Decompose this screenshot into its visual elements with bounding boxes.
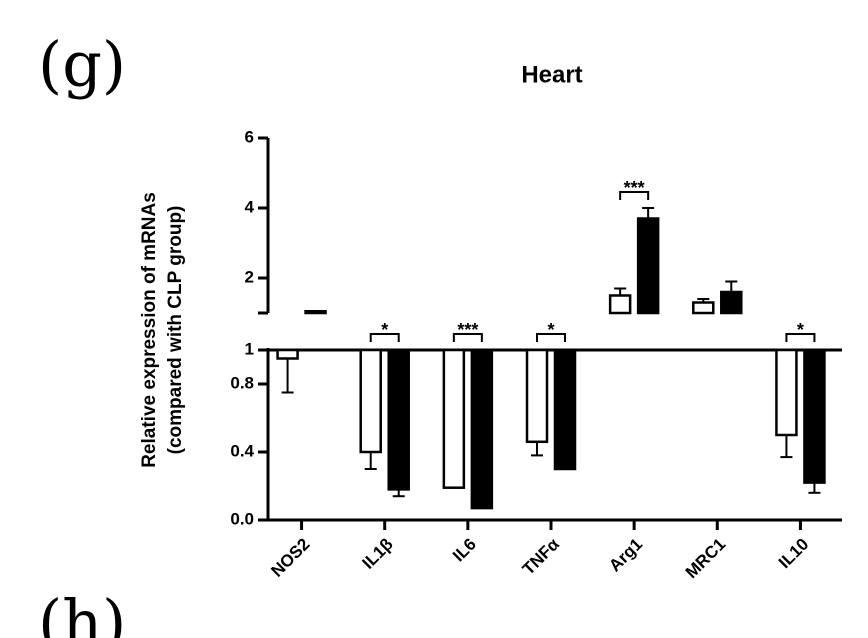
bar (608, 294, 632, 315)
y-axis-label: (compared with CLP group) (165, 206, 186, 455)
x-tick-label: TNFα (519, 534, 564, 579)
y-tick-label: 0.8 (230, 373, 254, 392)
bar (692, 301, 715, 315)
x-tick-label: NOS2 (267, 535, 313, 581)
bar (636, 217, 660, 315)
bar (276, 348, 299, 360)
x-tick-label: IL1β (359, 535, 397, 573)
y-tick-label: 6 (245, 127, 254, 146)
bar (387, 348, 410, 491)
bar (470, 348, 494, 510)
bar (720, 290, 743, 315)
x-tick-label: MRC1 (682, 535, 729, 582)
bar (442, 348, 466, 489)
significance-label: * (381, 320, 388, 340)
x-tick-label: IL10 (775, 535, 812, 572)
bar (525, 348, 549, 444)
y-axis-label: Relative expression of mRNAs (139, 192, 160, 468)
y-tick-label: 0.0 (230, 509, 254, 528)
bar (775, 348, 798, 437)
x-tick-label: Arg1 (605, 535, 646, 576)
panel-label: (g) (38, 28, 126, 101)
y-tick-label: 0.4 (230, 441, 254, 460)
significance-bracket (452, 333, 483, 342)
significance-label: *** (457, 320, 478, 340)
panel-label: (h) (38, 586, 126, 638)
bar (359, 348, 382, 454)
significance-bracket (536, 333, 566, 342)
significance-bracket (619, 191, 650, 200)
significance-label: * (547, 320, 554, 340)
bar (304, 310, 327, 315)
significance-label: *** (624, 178, 645, 198)
significance-bracket (785, 333, 816, 342)
significance-bracket (369, 333, 400, 342)
y-tick-label: 2 (245, 267, 254, 286)
bar (803, 348, 826, 484)
significance-label: * (797, 320, 804, 340)
chart-title: Heart (521, 61, 582, 88)
x-tick-label: IL6 (449, 535, 480, 566)
y-tick-label: 4 (245, 197, 255, 216)
bar (553, 348, 577, 471)
y-tick-label: 1 (245, 339, 254, 358)
